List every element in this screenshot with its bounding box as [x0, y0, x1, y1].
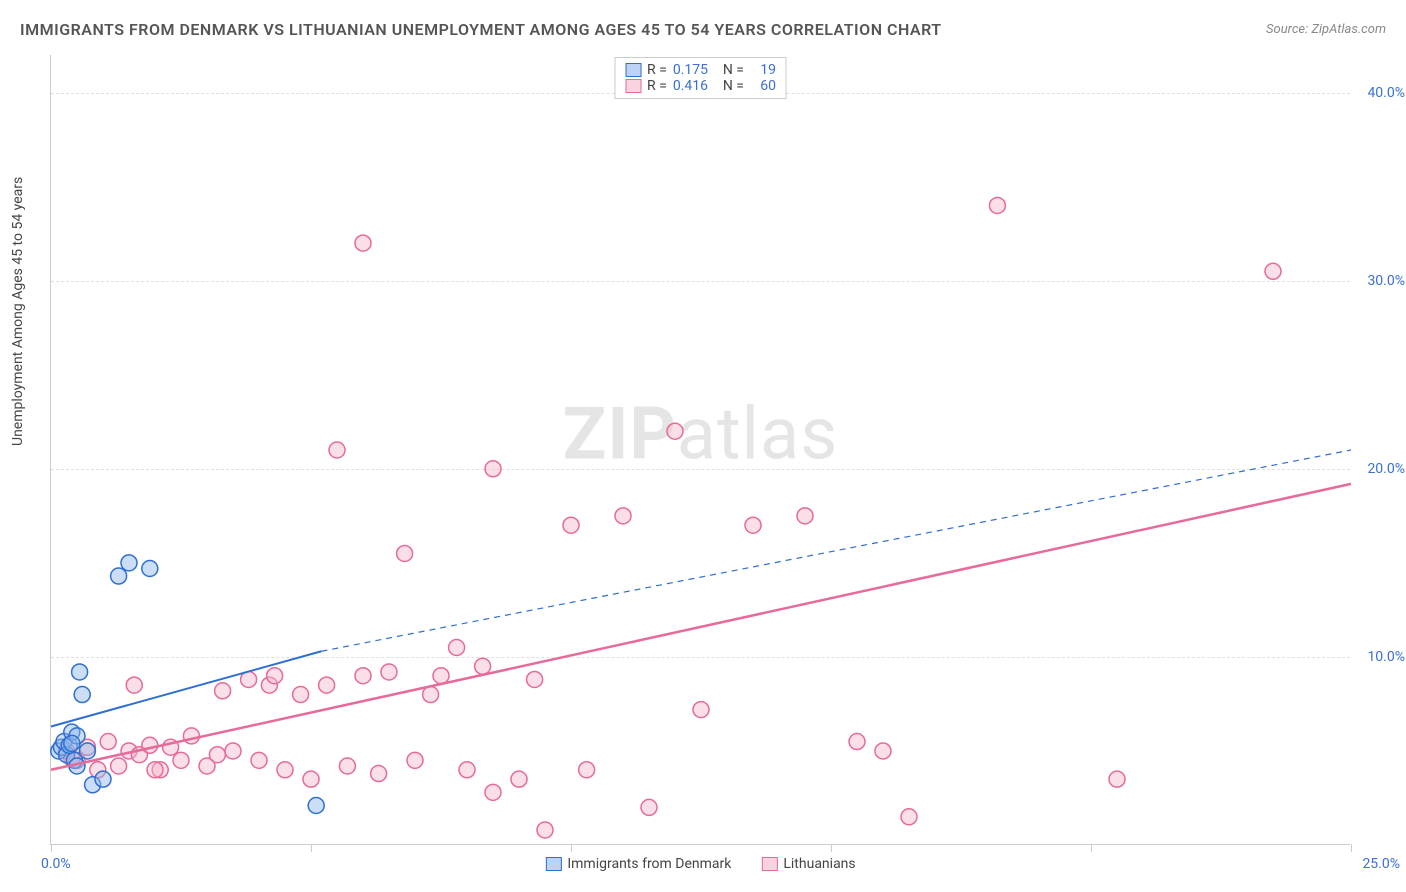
data-point — [225, 743, 241, 759]
data-point — [111, 758, 127, 774]
plot-area: ZIPatlas R =0.175N =19R =0.416N =60 0.0%… — [50, 55, 1350, 845]
trend-line — [51, 651, 321, 726]
source-label: Source: — [1266, 22, 1308, 37]
data-point — [142, 737, 158, 753]
data-point — [355, 235, 371, 251]
x-tick — [51, 844, 52, 852]
data-point — [79, 743, 95, 759]
data-point — [111, 568, 127, 584]
x-axis-min-label: 0.0% — [41, 856, 71, 872]
correlation-legend: R = 0.175 N = 19 R = 0.416 N = 60 — [614, 57, 787, 99]
data-point — [74, 687, 90, 703]
n-value: 60 — [750, 78, 776, 94]
x-tick — [571, 844, 572, 852]
data-point — [641, 799, 657, 815]
data-point — [745, 517, 761, 533]
data-point — [72, 664, 88, 680]
legend-item: Immigrants from Denmark — [545, 856, 731, 872]
data-point — [875, 743, 891, 759]
source-attribution: Source: ZipAtlas.com — [1266, 22, 1386, 37]
x-tick — [1351, 844, 1352, 852]
data-point — [459, 762, 475, 778]
y-tick-label: 30.0% — [1367, 273, 1405, 289]
data-point — [527, 671, 543, 687]
data-point — [381, 664, 397, 680]
data-point — [511, 771, 527, 787]
data-point — [100, 734, 116, 750]
data-point — [251, 752, 267, 768]
data-point — [371, 766, 387, 782]
x-axis-max-label: 25.0% — [1362, 856, 1400, 872]
data-point — [423, 687, 439, 703]
r-label: R = — [647, 78, 667, 94]
y-tick-label: 40.0% — [1367, 85, 1405, 101]
data-point — [615, 508, 631, 524]
data-point — [121, 555, 137, 571]
source-value: ZipAtlas.com — [1311, 22, 1386, 37]
x-tick — [1091, 844, 1092, 852]
data-point — [183, 728, 199, 744]
trend-line — [51, 484, 1351, 770]
legend-swatch — [761, 857, 777, 871]
r-label: R = — [647, 62, 667, 78]
legend-label: Lithuanians — [783, 856, 855, 872]
y-tick-label: 20.0% — [1367, 461, 1405, 477]
trend-line-extension — [321, 450, 1351, 651]
data-point — [339, 758, 355, 774]
data-point — [355, 668, 371, 684]
legend-label: Immigrants from Denmark — [567, 856, 731, 872]
data-point — [173, 752, 189, 768]
data-point — [433, 668, 449, 684]
data-point — [147, 762, 163, 778]
legend-item: Lithuanians — [761, 856, 855, 872]
data-point — [485, 784, 501, 800]
data-point — [303, 771, 319, 787]
x-tick — [311, 844, 312, 852]
data-point — [537, 822, 553, 838]
data-point — [693, 702, 709, 718]
data-point — [293, 687, 309, 703]
x-tick — [831, 844, 832, 852]
data-point — [1265, 263, 1281, 279]
legend-row: R = 0.416 N = 60 — [625, 78, 776, 94]
n-label: N = — [723, 62, 744, 78]
data-point — [329, 442, 345, 458]
data-point — [485, 461, 501, 477]
data-point — [1109, 771, 1125, 787]
data-point — [579, 762, 595, 778]
data-point — [267, 668, 283, 684]
series-legend: Immigrants from Denmark Lithuanians — [545, 856, 855, 872]
data-point — [849, 734, 865, 750]
scatter-svg — [51, 55, 1350, 844]
legend-row: R = 0.175 N = 19 — [625, 62, 776, 78]
r-value: 0.175 — [673, 62, 717, 78]
data-point — [308, 798, 324, 814]
data-point — [397, 545, 413, 561]
data-point — [407, 752, 423, 768]
r-value: 0.416 — [673, 78, 717, 94]
data-point — [901, 809, 917, 825]
data-point — [126, 677, 142, 693]
legend-swatch — [625, 63, 641, 77]
legend-swatch — [625, 79, 641, 93]
data-point — [475, 658, 491, 674]
n-label: N = — [723, 78, 744, 94]
data-point — [209, 747, 225, 763]
data-point — [989, 197, 1005, 213]
y-tick-label: 10.0% — [1367, 649, 1405, 665]
legend-swatch — [545, 857, 561, 871]
data-point — [95, 771, 111, 787]
data-point — [215, 683, 231, 699]
data-point — [667, 423, 683, 439]
data-point — [277, 762, 293, 778]
data-point — [563, 517, 579, 533]
data-point — [142, 561, 158, 577]
chart-title: IMMIGRANTS FROM DENMARK VS LITHUANIAN UN… — [20, 20, 942, 39]
data-point — [797, 508, 813, 524]
data-point — [449, 640, 465, 656]
data-point — [319, 677, 335, 693]
y-axis-title: Unemployment Among Ages 45 to 54 years — [10, 177, 26, 446]
n-value: 19 — [750, 62, 776, 78]
data-point — [64, 735, 80, 751]
